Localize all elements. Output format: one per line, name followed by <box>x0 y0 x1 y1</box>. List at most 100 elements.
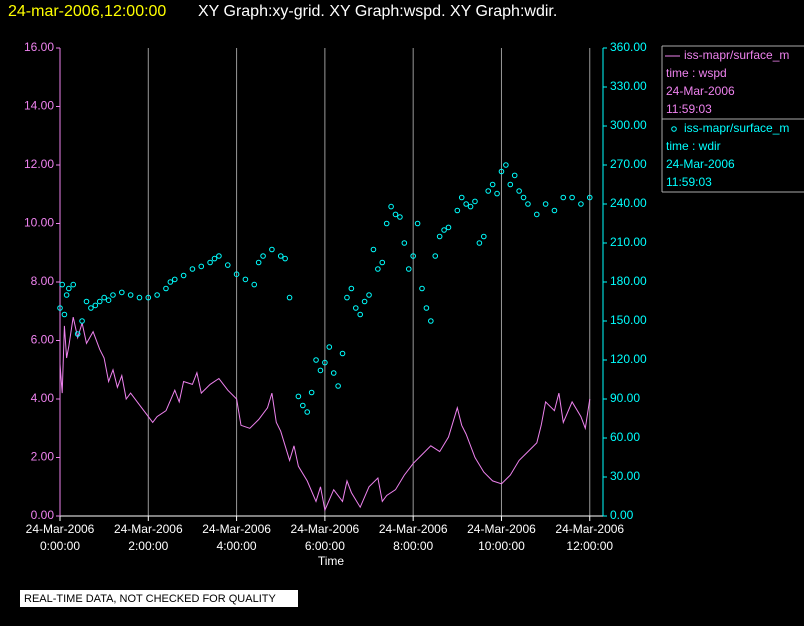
legend-detail: 24-Mar-2006 <box>666 157 735 171</box>
data-point <box>520 194 527 201</box>
y2-tick-label: 240.00 <box>610 196 647 210</box>
x-tick-label: 10:00:00 <box>478 539 525 553</box>
footer: REAL-TIME DATA, NOT CHECKED FOR QUALITY <box>24 593 276 605</box>
data-point <box>423 305 430 311</box>
data-point <box>397 214 403 220</box>
x-tick-label: 6:00:00 <box>305 539 345 553</box>
data-point <box>224 262 231 268</box>
data-point <box>295 393 302 400</box>
data-line <box>59 316 591 512</box>
legend-name: iss-mapr/surface_m <box>684 48 789 62</box>
data-point <box>198 263 205 270</box>
y-tick-label: 0.00 <box>31 508 55 522</box>
data-point <box>101 294 107 301</box>
data-point <box>304 409 311 415</box>
y2-tick-label: 60.00 <box>610 430 640 444</box>
data-point <box>242 276 249 283</box>
data-point <box>344 294 350 301</box>
data-point <box>251 281 258 288</box>
data-point <box>489 181 496 188</box>
data-point <box>370 246 377 253</box>
data-point <box>542 201 549 207</box>
y-tick-label: 12.00 <box>24 157 54 171</box>
data-point <box>414 220 421 227</box>
data-point <box>145 294 152 301</box>
data-point <box>154 292 160 298</box>
data-point <box>105 297 112 304</box>
data-point <box>167 279 174 285</box>
data-point <box>326 344 333 350</box>
legend-detail: time : wdir <box>666 139 721 153</box>
y2-tick-label: 30.00 <box>610 469 640 483</box>
x-tick-date: 24-Mar-2006 <box>114 522 183 536</box>
legend-detail: 24-Mar-2006 <box>666 84 735 98</box>
data-point <box>454 207 461 214</box>
data-point <box>498 168 505 175</box>
y2-tick-label: 360.00 <box>610 40 647 54</box>
x-tick-date: 24-Mar-2006 <box>379 522 448 536</box>
data-point <box>70 281 77 288</box>
data-point <box>269 246 275 253</box>
data-point <box>476 240 483 246</box>
data-point <box>57 305 63 311</box>
data-point <box>463 201 469 207</box>
data-point <box>322 359 328 366</box>
x-tick-label: 0:00:00 <box>40 539 80 553</box>
data-point <box>88 305 94 311</box>
y-tick-label: 8.00 <box>31 274 55 288</box>
data-point <box>180 272 187 279</box>
data-point <box>110 292 116 298</box>
y2-tick-label: 0.00 <box>610 508 634 522</box>
x-tick-label: 2:00:00 <box>128 539 168 553</box>
data-point <box>551 207 558 214</box>
data-point <box>83 298 90 305</box>
x-axis-label: Time <box>318 554 345 568</box>
title-date: 24-mar-2006,12:00:00 <box>8 3 166 20</box>
x-tick-date: 24-Mar-2006 <box>291 522 360 536</box>
data-point <box>458 194 465 201</box>
data-point <box>163 285 169 292</box>
data-point <box>282 255 288 262</box>
data-point <box>569 194 575 201</box>
data-point <box>494 190 500 197</box>
y2-tick-label: 210.00 <box>610 235 647 249</box>
data-point <box>348 285 355 292</box>
data-point <box>339 350 346 357</box>
x-tick-label: 8:00:00 <box>393 539 433 553</box>
data-point <box>436 233 443 240</box>
data-point <box>233 271 240 278</box>
y2-tick-label: 120.00 <box>610 352 647 366</box>
data-point <box>216 253 222 259</box>
data-point <box>330 370 337 376</box>
data-point <box>211 255 218 262</box>
legend-detail: time : wspd <box>666 66 727 80</box>
data-point <box>286 294 293 301</box>
footer-box <box>20 590 298 607</box>
x-tick-label: 4:00:00 <box>217 539 257 553</box>
data-point <box>410 253 416 259</box>
y-tick-label: 16.00 <box>24 40 54 54</box>
data-point <box>485 188 492 194</box>
data-point <box>375 266 381 272</box>
data-point <box>313 357 319 363</box>
data-point <box>428 318 434 324</box>
y-tick-label: 4.00 <box>31 391 55 405</box>
y2-tick-label: 180.00 <box>610 274 647 288</box>
data-point <box>96 298 103 305</box>
data-point <box>379 259 386 266</box>
data-point <box>127 292 134 298</box>
y2-tick-label: 330.00 <box>610 79 647 93</box>
legend-detail: 11:59:03 <box>666 175 712 189</box>
y2-tick-label: 150.00 <box>610 313 647 327</box>
data-point <box>586 194 593 201</box>
data-point <box>66 285 72 292</box>
data-point <box>300 402 306 409</box>
legend-swatch <box>671 126 677 132</box>
data-point <box>136 294 143 301</box>
data-point <box>405 266 412 272</box>
data-point <box>361 298 368 305</box>
data-point <box>260 253 266 259</box>
data-point <box>277 253 284 259</box>
x-tick-date: 24-Mar-2006 <box>26 522 95 536</box>
data-point <box>516 188 522 194</box>
